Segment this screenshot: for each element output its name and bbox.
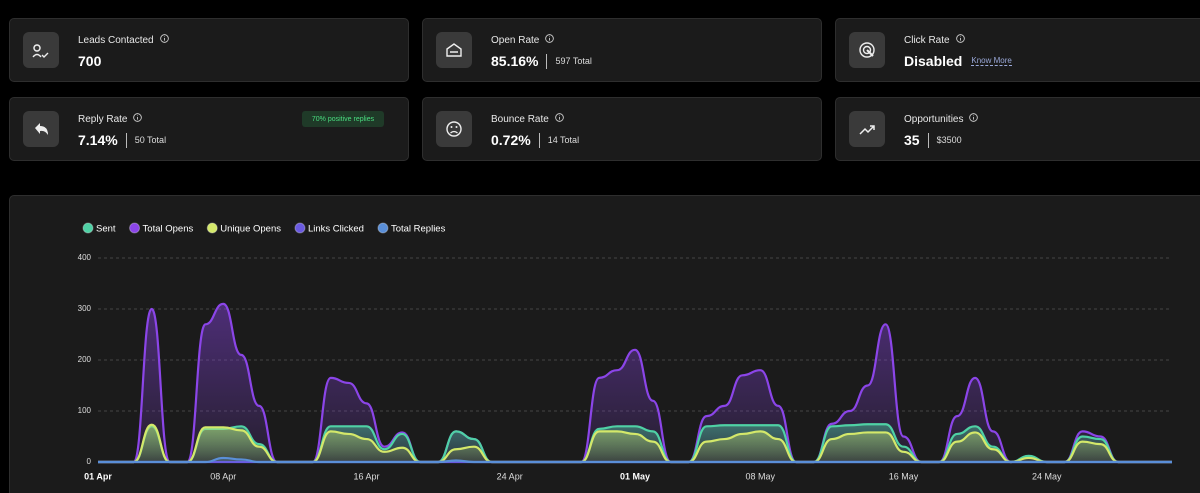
legend-swatch: [129, 222, 141, 234]
legend-swatch: [294, 222, 306, 234]
card-value: Disabled: [904, 53, 963, 69]
icon: [859, 125, 875, 135]
info: [955, 34, 965, 43]
separator: [927, 132, 929, 148]
y-tick-label: 200: [78, 355, 92, 364]
info-icon: [969, 113, 979, 125]
area: [98, 303, 1172, 462]
x-tick-label: 16 May: [889, 471, 919, 481]
card-value-row: 85.16% 597 Total: [491, 53, 592, 69]
icon: [35, 123, 48, 135]
legend-label: Sent: [96, 224, 116, 235]
label-text: Leads Contacted: [78, 34, 154, 46]
card-value-row: 0.72% 14 Total: [491, 132, 579, 148]
card-value: 0.72%: [491, 132, 531, 148]
card-total: 597 Total: [555, 56, 592, 66]
card-icon: [849, 111, 885, 147]
icon: [446, 43, 462, 57]
label-text: Bounce Rate: [491, 113, 549, 125]
x-tick-label: 08 May: [746, 471, 776, 481]
info: [133, 113, 143, 122]
info-icon: [555, 113, 564, 125]
x-tick-label: 01 Apr: [84, 471, 112, 481]
card-value: 85.16%: [491, 53, 539, 69]
info-icon: [133, 113, 143, 125]
info: [545, 34, 555, 43]
card-total: $3500: [936, 135, 962, 145]
stat-card: Bounce Rate 0.72% 14 Total: [422, 97, 822, 161]
label-text: Open Rate: [491, 34, 540, 46]
card-label: Bounce Rate: [491, 113, 564, 125]
know-more-link[interactable]: Know More: [971, 56, 1012, 66]
card-value: 700: [78, 53, 102, 69]
separator: [546, 53, 548, 69]
x-tick-label: 16 Apr: [353, 471, 379, 481]
info-icon: [955, 34, 965, 46]
card-value-row: 7.14% 50 Total: [78, 132, 166, 148]
card-icon: [23, 32, 59, 68]
stat-card: Open Rate 85.16% 597 Total: [422, 18, 822, 82]
icon: [32, 44, 49, 58]
card-value-row: Disabled Know More: [904, 53, 1012, 69]
card-value-row: 35 $3500: [904, 132, 962, 148]
label-text: Reply Rate: [78, 113, 128, 125]
y-tick-label: 400: [78, 253, 92, 262]
card-value-row: 700: [78, 53, 101, 69]
y-tick-label: 0: [87, 457, 92, 466]
x-tick-label: 24 May: [1032, 471, 1062, 481]
stat-card: Reply Rate 7.14% 50 Total 70% positive repl…: [9, 97, 409, 161]
stat-card: Click Rate Disabled Know More: [835, 18, 1200, 82]
separator: [538, 132, 540, 148]
info: [555, 113, 564, 122]
label-text: Opportunities: [904, 113, 964, 125]
label-text: Click Rate: [904, 34, 950, 46]
legend-label: Total Opens: [143, 224, 194, 235]
card-icon: [849, 32, 885, 68]
y-tick-label: 300: [78, 304, 92, 313]
card-total: 50 Total: [134, 135, 167, 145]
card-label: Leads Contacted: [78, 34, 169, 46]
card-value: 35: [904, 132, 920, 148]
legend-swatch: [206, 222, 218, 234]
card-label: Click Rate: [904, 34, 965, 46]
card-icon: [436, 111, 472, 147]
badge: 70% positive replies: [302, 111, 384, 127]
legend-label: Links Clicked: [308, 224, 364, 235]
info-icon: [159, 34, 169, 46]
card-icon: [23, 111, 59, 147]
info: [159, 34, 169, 43]
card-label: Open Rate: [491, 34, 555, 46]
info-icon: [545, 34, 555, 46]
separator: [125, 132, 127, 148]
x-tick-label: 01 May: [620, 471, 650, 481]
card-label: Reply Rate: [78, 113, 143, 125]
stat-card: Opportunities 35 $3500: [835, 97, 1200, 161]
card-value: 7.14%: [78, 132, 118, 148]
icon: [859, 42, 875, 58]
legend-label: Unique Opens: [220, 224, 281, 235]
line: [98, 302, 1172, 464]
legend-label: Total Replies: [391, 224, 446, 235]
card-icon: [436, 32, 472, 68]
card-label: Opportunities: [904, 113, 979, 125]
card-total: 14 Total: [547, 135, 580, 145]
stat-card: Leads Contacted 700: [9, 18, 409, 82]
x-tick-label: 08 Apr: [210, 471, 236, 481]
y-tick-label: 100: [78, 406, 92, 415]
legend-swatch: [82, 222, 94, 234]
icon: [446, 121, 462, 137]
line: [98, 456, 1172, 464]
x-tick-label: 24 Apr: [497, 471, 523, 481]
legend-swatch: [377, 222, 389, 234]
info: [969, 113, 979, 122]
